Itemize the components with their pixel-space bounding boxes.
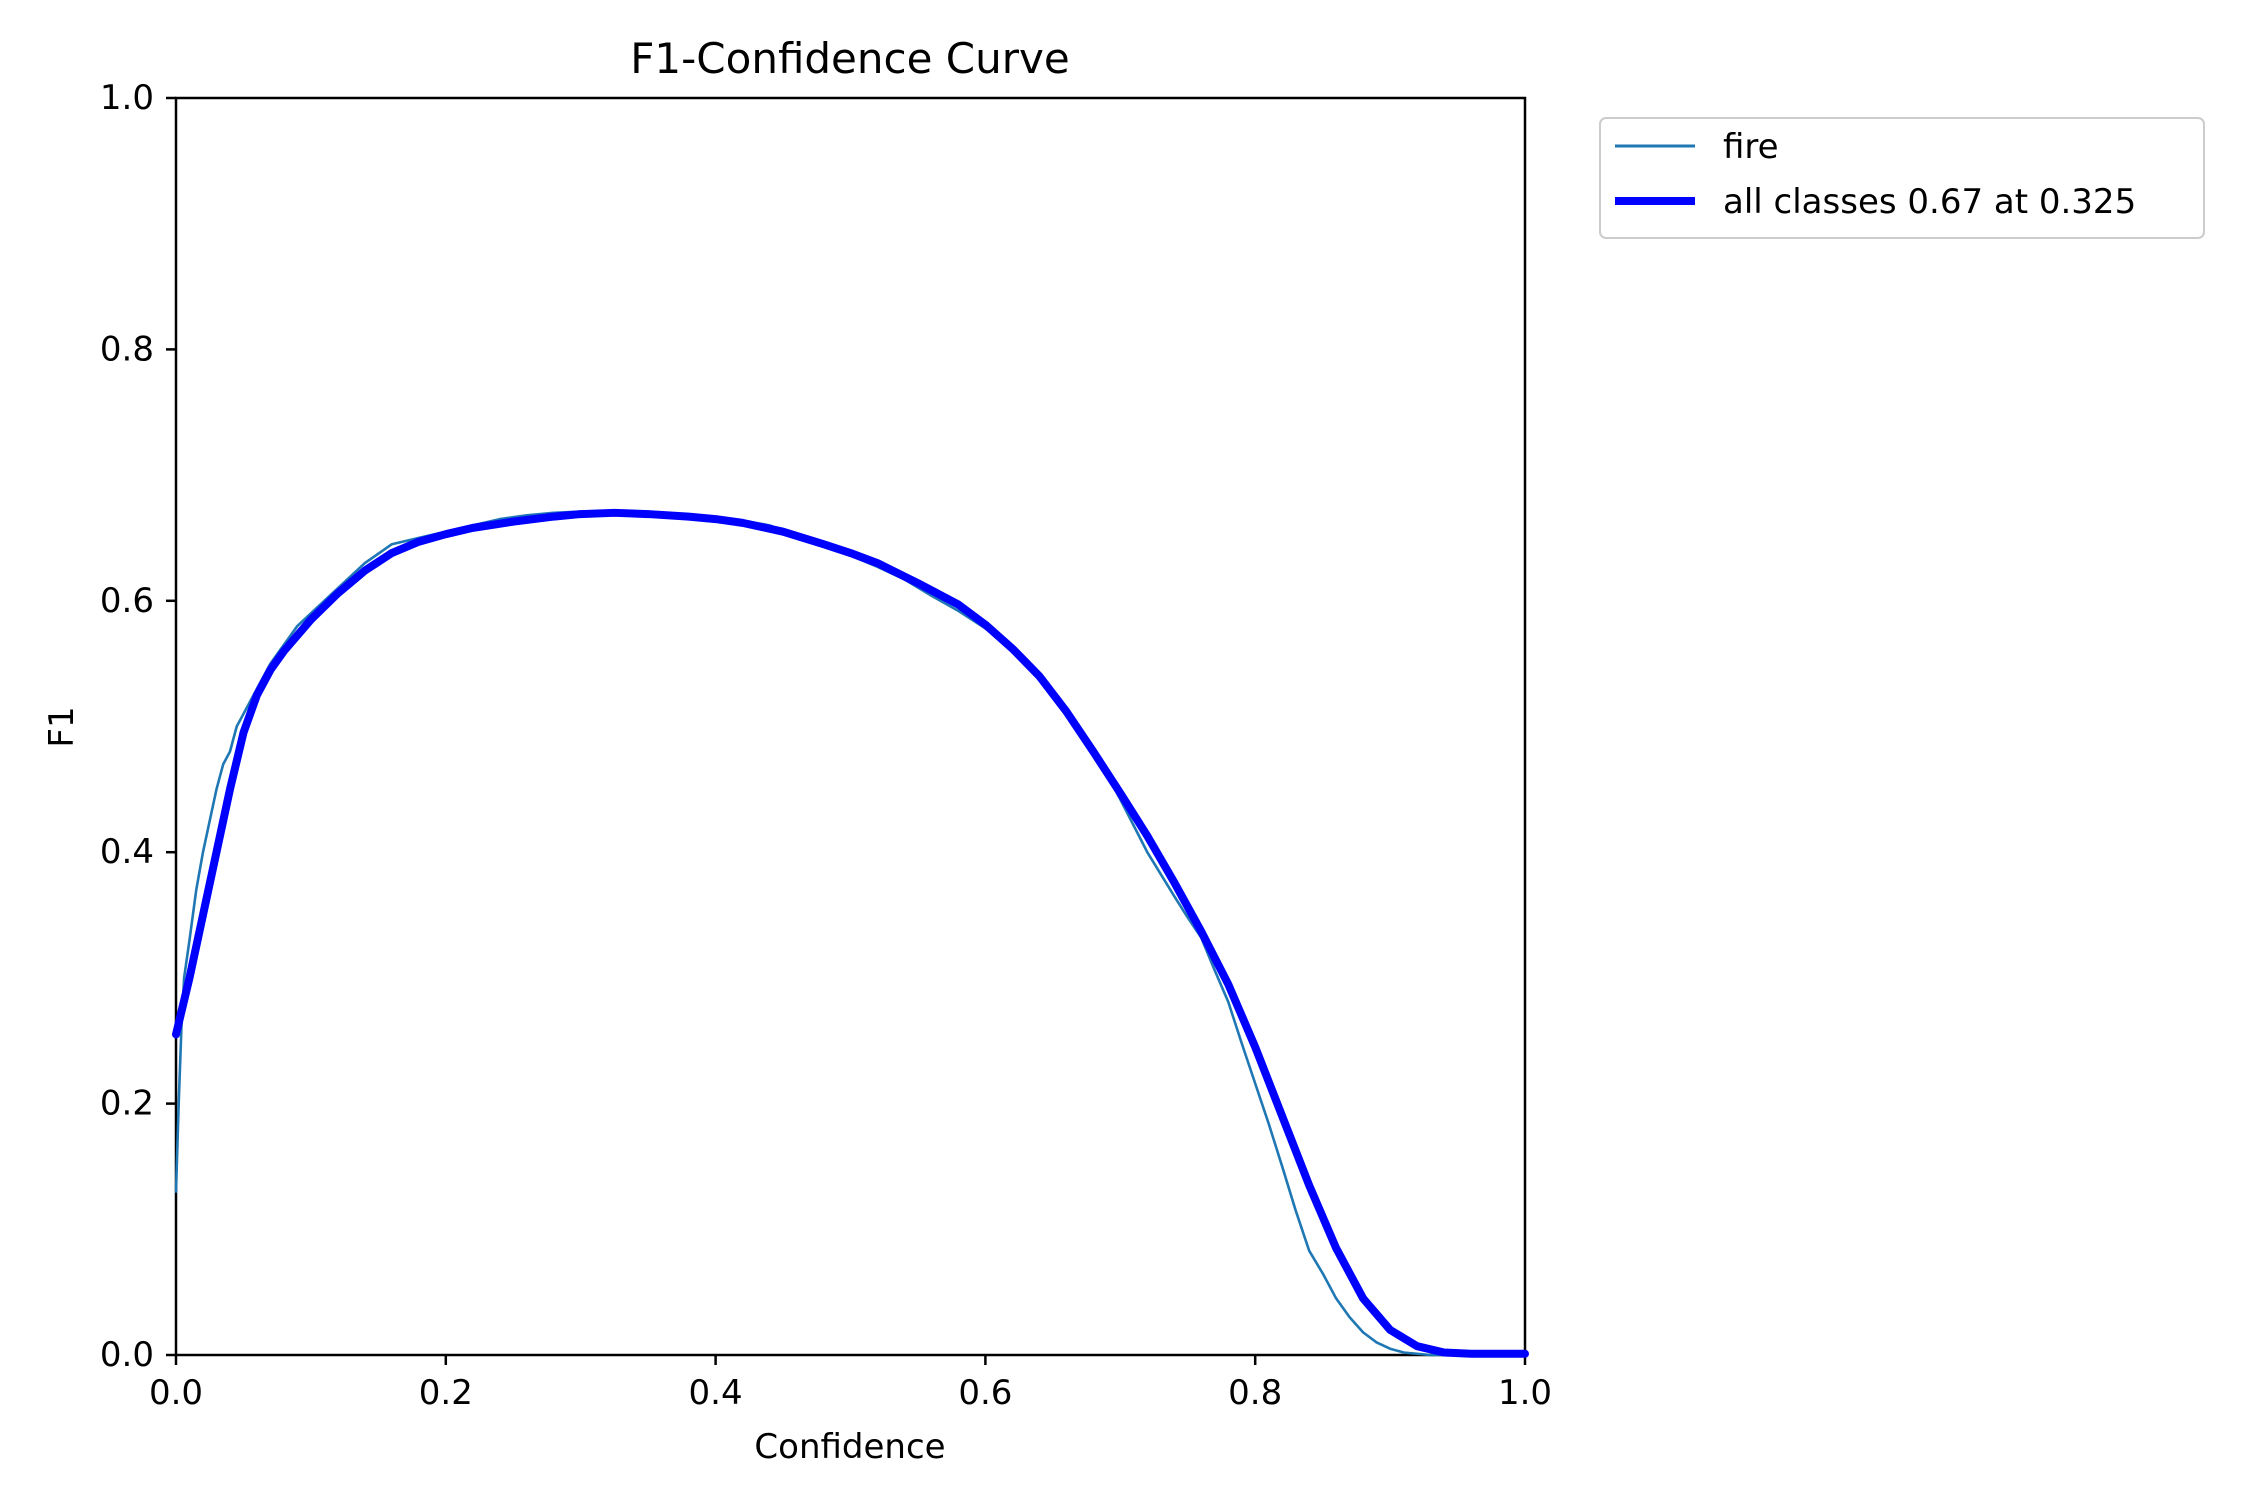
plot-area: 0.0 0.2 0.4 0.6 0.8 1.0 0.0 0.2 0.4 0.6 0.8 1.0 [100, 78, 1552, 1413]
legend-label-all-classes: all classes 0.67 at 0.325 [1723, 182, 2136, 222]
x-axis-label: Confidence [754, 1427, 945, 1467]
x-tick-label: 0.2 [419, 1373, 473, 1413]
y-tick-label: 1.0 [100, 78, 154, 118]
y-axis-ticks: 0.0 0.2 0.4 0.6 0.8 1.0 [100, 78, 176, 1375]
x-tick-label: 0.6 [958, 1373, 1012, 1413]
chart-title: F1-Confidence Curve [630, 34, 1069, 83]
x-tick-label: 0.8 [1228, 1373, 1282, 1413]
legend-label-fire: fire [1723, 127, 1779, 167]
x-tick-label: 1.0 [1498, 1373, 1552, 1413]
series-line-all-classes [172, 508, 1529, 1358]
x-tick-label: 0.4 [689, 1373, 743, 1413]
legend-box [1599, 117, 2205, 239]
plot-frame [174, 96, 1527, 1357]
y-tick-label: 0.4 [100, 832, 154, 872]
x-tick-label: 0.0 [149, 1373, 203, 1413]
y-tick-label: 0.2 [100, 1084, 154, 1124]
y-tick-label: 0.0 [100, 1335, 154, 1375]
legend: fire all classes 0.67 at 0.325 [1599, 117, 2205, 239]
y-axis-label: F1 [42, 706, 82, 747]
y-tick-label: 0.6 [100, 581, 154, 621]
x-axis-ticks: 0.0 0.2 0.4 0.6 0.8 1.0 [149, 1355, 1552, 1413]
series-layer [172, 508, 1529, 1358]
y-tick-label: 0.8 [100, 329, 154, 369]
